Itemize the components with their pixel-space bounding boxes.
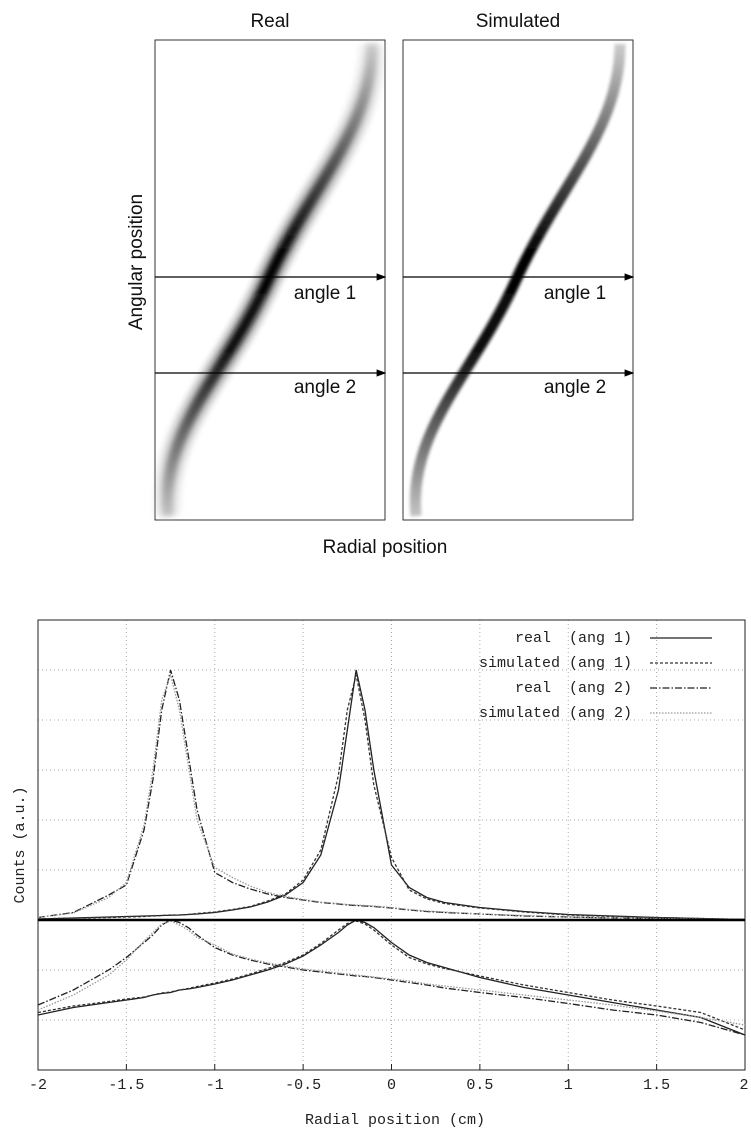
data-line [37,672,746,921]
legend-label: simulated (ang 1) [479,655,632,672]
panel-title: Simulated [476,11,561,32]
arrows [155,273,635,377]
x-tick-label: -1.5 [108,1077,144,1094]
sinogram-simulated [402,39,634,521]
x-tick-label: -0.5 [285,1077,321,1094]
y-axis-label: Counts (a.u.) [12,786,29,903]
x-axis-label: Radial position [323,537,448,558]
arrow-label: angle 1 [294,283,356,304]
data-line [37,919,746,1036]
x-tick-label: 2 [739,1077,748,1094]
x-tick-label: 0 [387,1077,396,1094]
data-line [37,920,746,1026]
legend-label: real (ang 1) [515,630,632,647]
data-line [37,919,746,1036]
x-tick-label: 1 [564,1077,573,1094]
legend-label: real (ang 2) [515,680,632,697]
y-axis-label: Angular position [126,194,147,330]
legend-label: simulated (ang 2) [479,705,632,722]
data-line [37,669,746,921]
x-tick-label: -1 [206,1077,224,1094]
data-line [37,669,746,921]
x-axis-label: Radial position (cm) [305,1112,485,1129]
data-line [37,920,746,1031]
x-tick-label: 1.5 [643,1077,670,1094]
arrow-label: angle 2 [544,377,606,398]
panel-title: Real [250,11,289,32]
arrow-label: angle 2 [294,377,356,398]
x-tick-label: 0.5 [466,1077,493,1094]
x-tick-label: -2 [29,1077,47,1094]
sinogram-real [154,39,386,521]
data-line [37,674,746,921]
arrow-label: angle 1 [544,283,606,304]
